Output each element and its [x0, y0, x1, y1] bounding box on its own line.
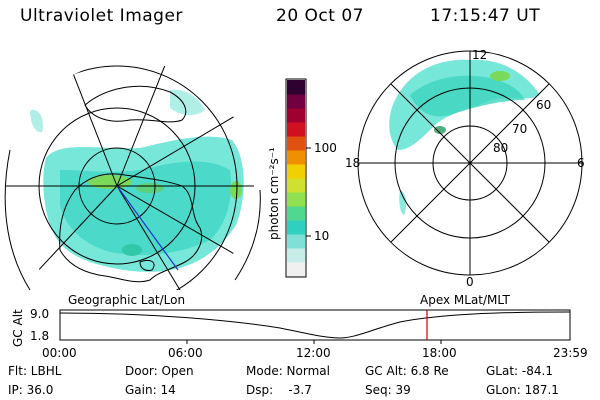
instrument-title: Ultraviolet Imager: [20, 6, 183, 26]
mlt-label-18: 18: [345, 156, 360, 170]
mlt-label-12: 12: [472, 48, 487, 62]
colorbar-segment: [287, 108, 305, 123]
info-glat: GLat: -84.1: [486, 364, 553, 378]
colorbar-segment: [287, 122, 305, 137]
geographic-image: [4, 61, 261, 290]
mlt-label-6: 6: [577, 156, 585, 170]
info-flt: Flt: LBHL: [8, 364, 62, 378]
altitude-timeline: [59, 309, 571, 344]
colorbar-segment: [287, 178, 305, 193]
mlat-label-60: 60: [536, 98, 551, 112]
colorbar-tick-100: 100: [314, 141, 337, 155]
colorbar-segment: [287, 220, 305, 235]
xtick-1800: 18:00: [422, 346, 457, 360]
colorbar-segment: [287, 262, 305, 277]
info-gain: Gain: 14: [125, 383, 176, 397]
mlat-label-70: 70: [512, 122, 527, 136]
colorbar-segment: [287, 80, 305, 95]
colorbar-segment: [287, 94, 305, 109]
info-seq: Seq: 39: [365, 383, 411, 397]
colorbar-segment: [287, 248, 305, 263]
colorbar-segment: [287, 234, 305, 249]
gc-alt-tick-1-8: 1.8: [30, 329, 49, 343]
colorbar-segment: [287, 136, 305, 151]
xtick-0000: 00:00: [42, 346, 77, 360]
colorbar-segment: [287, 192, 305, 207]
info-gc-alt: GC Alt: 6.8 Re: [365, 364, 449, 378]
info-door: Door: Open: [125, 364, 194, 378]
xtick-1200: 12:00: [296, 346, 331, 360]
info-ip: IP: 36.0: [8, 383, 53, 397]
mlt-label-0: 0: [466, 275, 474, 289]
xtick-2359: 23:59: [553, 346, 588, 360]
colorbar-tick-10: 10: [314, 229, 329, 243]
color-bar: [285, 78, 311, 278]
mlat-label-80: 80: [493, 141, 508, 155]
colorbar-label: photon cm⁻²s⁻¹: [267, 147, 281, 240]
xtick-0600: 06:00: [168, 346, 203, 360]
colorbar-segment: [287, 150, 305, 165]
info-dsp: Dsp: -3.7: [246, 383, 312, 397]
apex-mlat-mlt-label: Apex MLat/MLT: [420, 293, 510, 307]
gc-alt-axis-label: GC Alt: [11, 309, 25, 347]
info-mode: Mode: Normal: [246, 364, 330, 378]
gc-alt-tick-9: 9.0: [30, 307, 49, 321]
date-label: 20 Oct 07: [276, 6, 364, 26]
colorbar-segment: [287, 206, 305, 221]
time-label: 17:15:47 UT: [430, 6, 541, 26]
colorbar-segment: [287, 164, 305, 179]
info-glon: GLon: 187.1: [486, 383, 559, 397]
magnetic-polar-plot: [357, 50, 583, 276]
geographic-lat-lon-label: Geographic Lat/Lon: [68, 293, 185, 307]
